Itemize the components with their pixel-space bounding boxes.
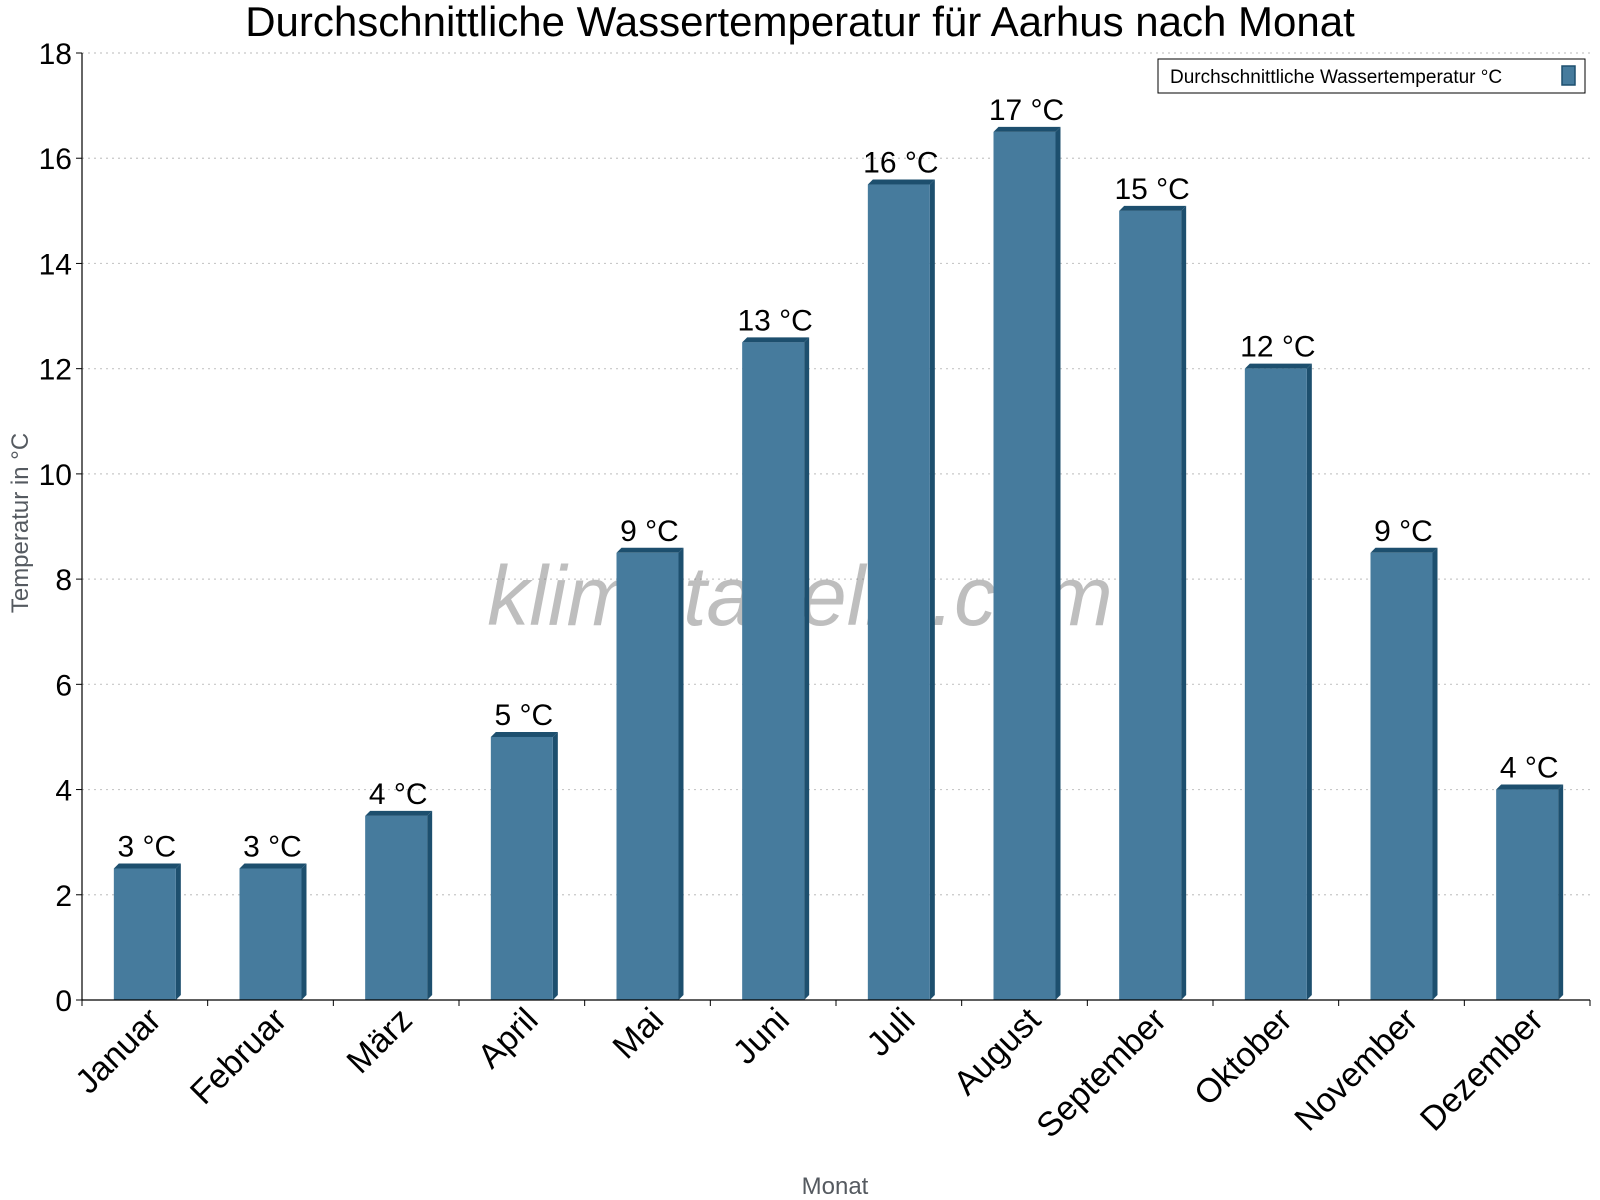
x-ticks: Januar Februar März April Mai Juni Juli AugustS… [68, 1000, 1591, 1145]
bar-top [867, 179, 935, 185]
x-tick-label: August [946, 1000, 1048, 1102]
data-label: 12 °C [1240, 331, 1315, 364]
y-tick-label: 0 [55, 985, 72, 1018]
bar-side [1432, 547, 1438, 1000]
data-label: 9 °C [620, 515, 679, 548]
y-tick-label: 16 [39, 143, 72, 176]
legend-entry-label: Durchschnittliche Wassertemperatur °C [1170, 67, 1502, 88]
bar-top [365, 810, 433, 816]
bar-side [1558, 784, 1564, 1000]
bar-top [239, 863, 307, 869]
x-tick-label: Juli [860, 1001, 923, 1064]
bars: 3 °C 3 °C 4 °C 5 °C 9 °C 13 °C 16 °C 17 °C 15 °C… [113, 94, 1564, 1001]
bar-group: 4 °C [365, 778, 433, 1000]
y-tick-label: 12 [39, 354, 72, 387]
bar-group: 12 °C [1240, 331, 1316, 1001]
data-label: 15 °C [1114, 173, 1189, 206]
bar [490, 736, 553, 1000]
bar [993, 131, 1056, 1000]
bar-top [1244, 363, 1312, 369]
bar-group: 5 °C [490, 699, 558, 1000]
bar [1119, 210, 1182, 1001]
bar-side [427, 810, 433, 1000]
y-tick-label: 6 [55, 669, 72, 702]
y-tick-label: 2 [55, 880, 72, 913]
bar [742, 342, 805, 1001]
bar-top [1119, 205, 1187, 211]
y-tick-label: 4 [55, 775, 72, 808]
bar-top [742, 337, 810, 343]
bar-side [1055, 126, 1061, 1000]
x-axis-label: Monat [802, 1173, 869, 1200]
data-label: 3 °C [243, 830, 302, 863]
bar-group: 3 °C [113, 830, 181, 1000]
bar-top [616, 547, 684, 553]
bar [365, 815, 428, 1000]
bar-group: 17 °C [989, 94, 1064, 1000]
data-label: 17 °C [989, 94, 1064, 127]
x-tick-label: Juni [726, 1001, 797, 1072]
bar [113, 868, 176, 1000]
x-tick-label: Januar [68, 1001, 168, 1101]
x-tick-label: April [471, 1001, 546, 1076]
bar [1244, 368, 1307, 1001]
data-label: 4 °C [1500, 752, 1559, 785]
data-label: 13 °C [737, 304, 812, 337]
legend-box [1157, 58, 1586, 94]
x-tick-label: Dezember [1413, 1001, 1551, 1139]
data-label: 4 °C [369, 778, 428, 811]
data-label: 9 °C [1374, 515, 1433, 548]
bar-side [175, 863, 181, 1000]
bar [239, 868, 302, 1000]
legend-swatch [1561, 65, 1576, 86]
bar-top [1370, 547, 1438, 553]
bar [867, 184, 930, 1000]
data-label: 5 °C [494, 699, 553, 732]
bar-top [113, 863, 181, 869]
bar-side [1306, 363, 1312, 1001]
y-tick-label: 10 [39, 459, 72, 492]
bar-group: 9 °C [1370, 515, 1438, 1000]
y-axis-label: Temperatur in °C [7, 433, 34, 613]
bar-group: 13 °C [737, 304, 813, 1001]
bar-group: 4 °C [1496, 752, 1564, 1000]
bar-top [490, 731, 558, 737]
data-label: 16 °C [863, 147, 938, 180]
bar-side [804, 337, 810, 1001]
bar-side [678, 547, 684, 1000]
x-tick-label: November [1287, 1001, 1425, 1139]
axes [81, 53, 1590, 1001]
bar-side [929, 179, 935, 1000]
bar-side [552, 731, 558, 1000]
x-tick-label: Mai [606, 1001, 672, 1067]
y-tick-label: 8 [55, 564, 72, 597]
bar-group: 3 °C [239, 830, 307, 1000]
bar-side [301, 863, 307, 1000]
bar-top [1496, 784, 1564, 790]
x-tick-label: März [340, 1001, 420, 1081]
bar-group: 16 °C [863, 147, 939, 1000]
bar-side [1181, 205, 1187, 1001]
x-tick-label: Februar [183, 1001, 294, 1112]
bar [1496, 789, 1559, 1000]
y-tick-label: 18 [39, 38, 72, 71]
bar [1370, 552, 1433, 1000]
grid-lines [82, 52, 1590, 896]
legend: Durchschnittliche Wassertemperatur °C [1157, 58, 1586, 94]
bar [616, 552, 679, 1000]
y-ticks: 0 2 4 6 8 10 12 14 16 18 [39, 38, 82, 1018]
bar-group: 9 °C [616, 515, 684, 1000]
data-label: 3 °C [117, 830, 176, 863]
chart-title: Durchschnittliche Wassertemperatur für A… [245, 0, 1355, 45]
bar-top [993, 126, 1061, 132]
y-tick-label: 14 [39, 248, 72, 281]
x-tick-label: September [1029, 1001, 1173, 1145]
bar-group: 15 °C [1114, 173, 1190, 1001]
x-tick-label: Oktober [1187, 1001, 1299, 1113]
